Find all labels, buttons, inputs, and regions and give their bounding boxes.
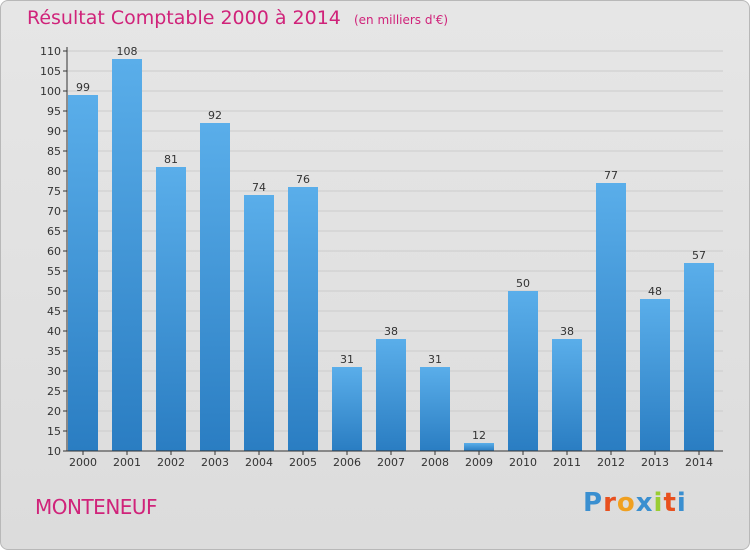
bar-value-label: 12	[472, 429, 486, 442]
bar-value-label: 31	[340, 353, 354, 366]
y-tick-label: 30	[47, 365, 61, 378]
unit-note: (en milliers d'€)	[353, 13, 449, 27]
brand-logo: Proxiti	[583, 488, 687, 518]
bar	[552, 339, 582, 451]
brand-letter: x	[635, 488, 654, 518]
bar	[376, 339, 406, 451]
bar	[508, 291, 538, 451]
axes	[63, 47, 723, 455]
brand-letter: t	[663, 488, 677, 518]
brand-letter: P	[583, 488, 604, 518]
bar	[244, 195, 274, 451]
bar	[112, 59, 142, 451]
x-tick-label: 2000	[69, 456, 97, 469]
bar-value-label: 31	[428, 353, 442, 366]
y-tick-label: 100	[40, 85, 61, 98]
bar-value-label: 50	[516, 277, 530, 290]
bar	[640, 299, 670, 451]
bar	[684, 263, 714, 451]
y-tick-label: 110	[40, 45, 61, 58]
bar-value-label: 38	[384, 325, 398, 338]
x-tick-label: 2012	[597, 456, 625, 469]
bar-value-label: 48	[648, 285, 662, 298]
x-tick-label: 2001	[113, 456, 141, 469]
y-tick-label: 60	[47, 245, 61, 258]
x-tick-label: 2002	[157, 456, 185, 469]
x-tick-label: 2013	[641, 456, 669, 469]
y-tick-label: 95	[47, 105, 61, 118]
bar-value-label: 74	[252, 181, 266, 194]
bar	[288, 187, 318, 451]
x-tick-label: 2005	[289, 456, 317, 469]
bar-value-label: 57	[692, 249, 706, 262]
bar-value-label: 77	[604, 169, 618, 182]
brand-letter: o	[616, 488, 636, 518]
x-tick-label: 2010	[509, 456, 537, 469]
bar-value-label: 92	[208, 109, 222, 122]
bar-value-label: 99	[76, 81, 90, 94]
y-tick-label: 90	[47, 125, 61, 138]
y-tick-label: 65	[47, 225, 61, 238]
y-tick-label: 80	[47, 165, 61, 178]
y-tick-label: 45	[47, 305, 61, 318]
bar-value-label: 76	[296, 173, 310, 186]
bar-value-label: 108	[117, 45, 138, 58]
y-tick-label: 50	[47, 285, 61, 298]
title-row: Résultat Comptable 2000 à 2014 (en milli…	[27, 7, 448, 29]
y-tick-label: 15	[47, 425, 61, 438]
y-tick-label: 75	[47, 185, 61, 198]
y-tick-label: 20	[47, 405, 61, 418]
chart-title: Résultat Comptable 2000 à 2014	[27, 7, 341, 29]
y-tick-label: 70	[47, 205, 61, 218]
y-tick-label: 35	[47, 345, 61, 358]
y-tick-label: 25	[47, 385, 61, 398]
bar	[68, 95, 98, 451]
bar	[332, 367, 362, 451]
bar-value-label: 38	[560, 325, 574, 338]
x-tick-label: 2011	[553, 456, 581, 469]
x-tick-label: 2007	[377, 456, 405, 469]
brand-letter: i	[676, 488, 687, 518]
x-tick-label: 2009	[465, 456, 493, 469]
bar	[200, 123, 230, 451]
bar-value-label: 81	[164, 153, 178, 166]
y-tick-label: 85	[47, 145, 61, 158]
bar	[156, 167, 186, 451]
brand-letter: r	[603, 488, 617, 518]
x-tick-label: 2008	[421, 456, 449, 469]
bar	[420, 367, 450, 451]
y-tick-label: 55	[47, 265, 61, 278]
x-tick-label: 2014	[685, 456, 713, 469]
bar	[464, 443, 494, 451]
brand-letter: i	[653, 488, 664, 518]
y-tick-label: 105	[40, 65, 61, 78]
location-name: MONTENEUF	[35, 495, 158, 519]
x-tick-label: 2004	[245, 456, 273, 469]
bar	[596, 183, 626, 451]
y-tick-label: 10	[47, 445, 61, 458]
x-tick-label: 2006	[333, 456, 361, 469]
y-tick-label: 40	[47, 325, 61, 338]
bars	[68, 59, 714, 451]
x-tick-label: 2003	[201, 456, 229, 469]
labels: 10 15 20 25 30 35 40 45 50 55 60 65 70 75 80 85 90 95 100 1…	[40, 45, 713, 469]
